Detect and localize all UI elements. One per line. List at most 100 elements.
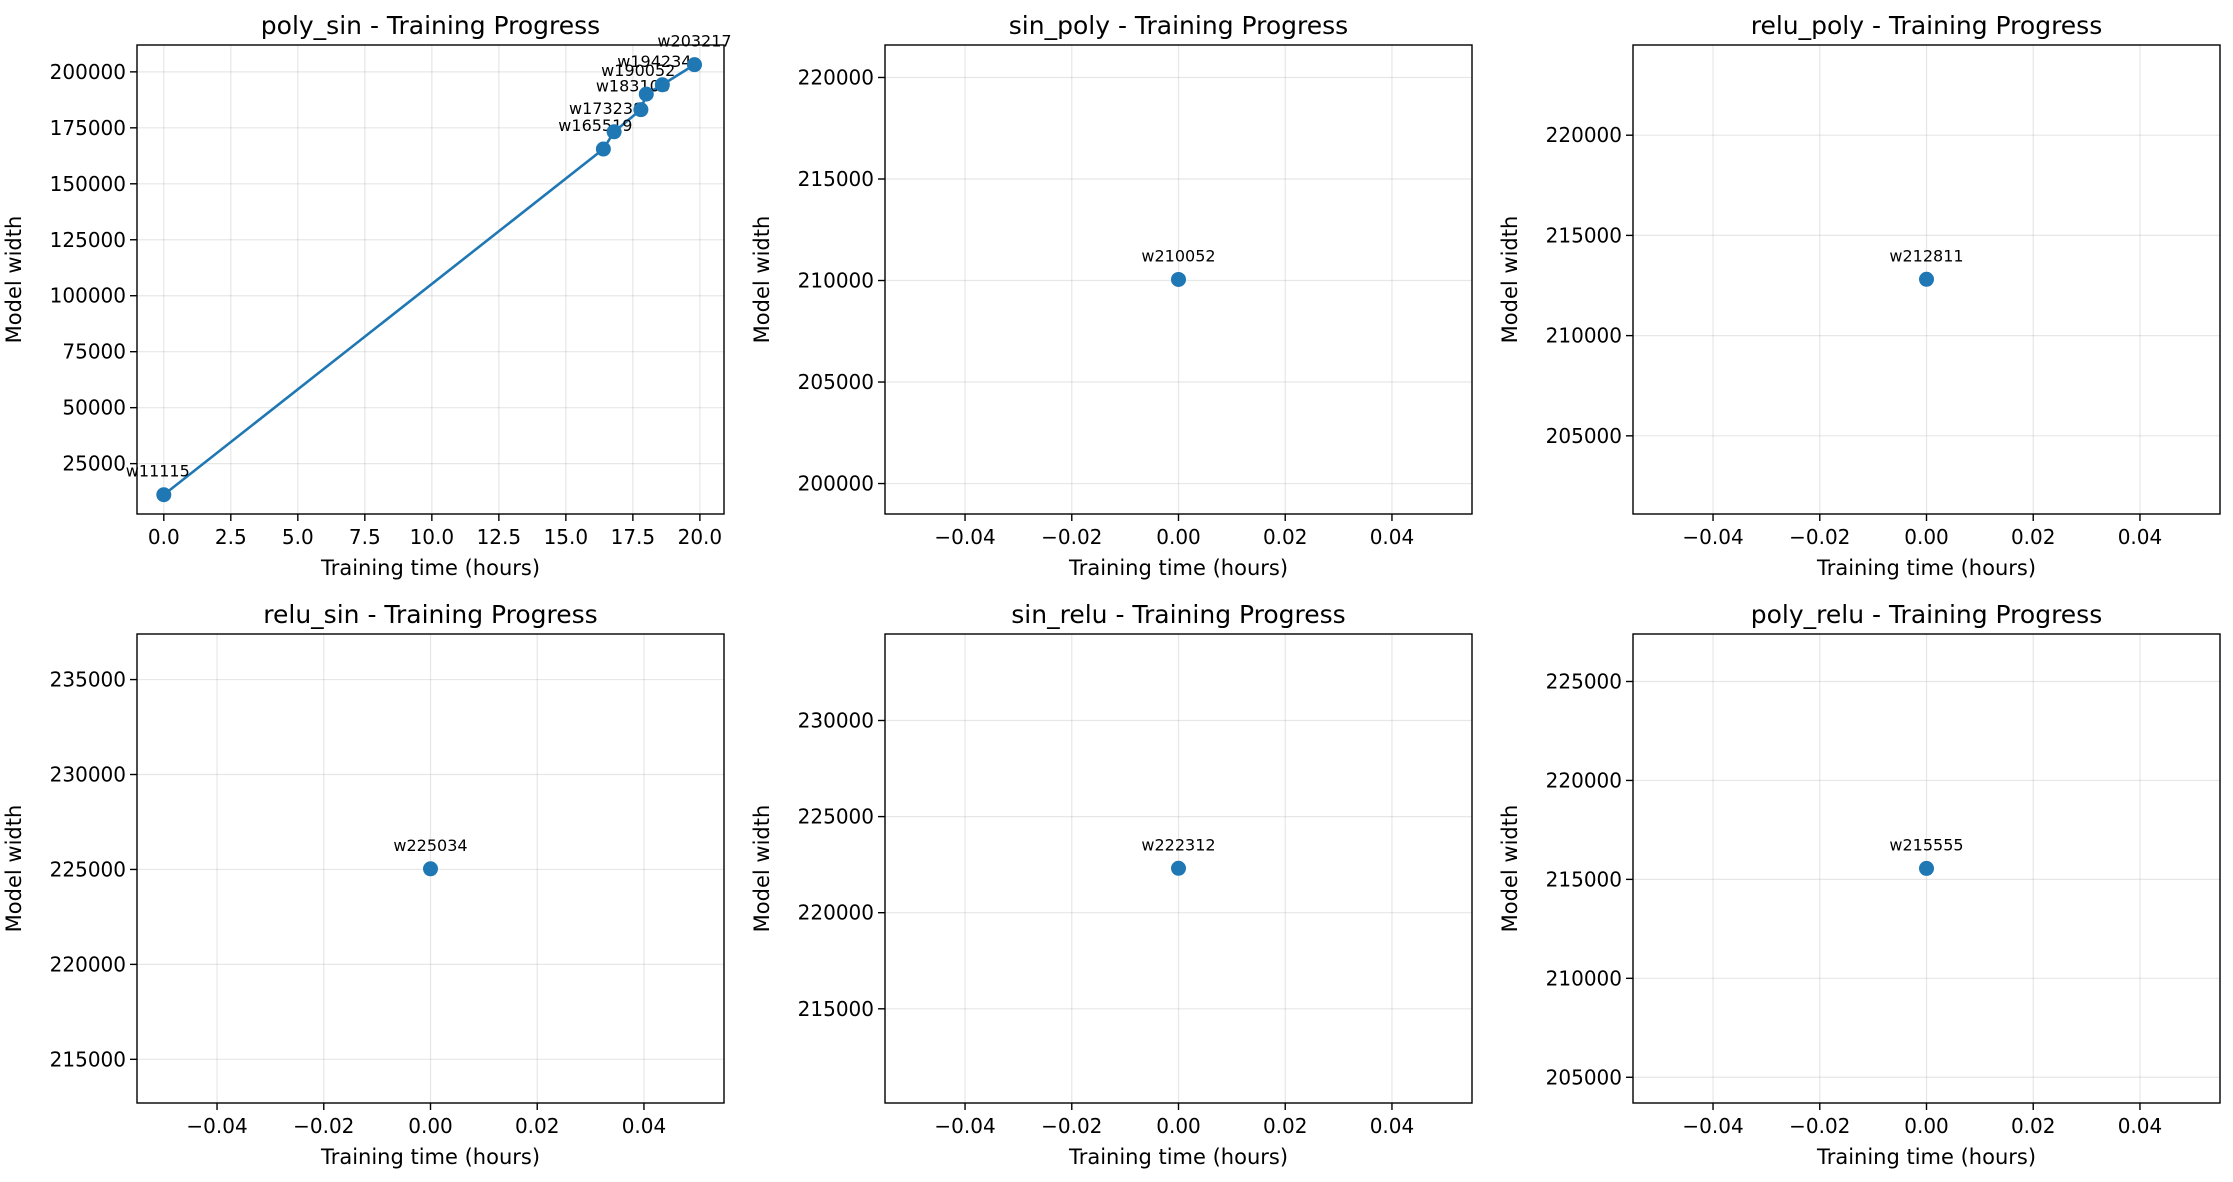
y-tick-label: 230000	[50, 763, 126, 787]
x-tick-label: 0.02	[1263, 525, 1308, 549]
data-point	[606, 124, 622, 140]
data-label: w210052	[1141, 246, 1215, 265]
x-tick-label: −0.02	[1789, 1114, 1850, 1138]
chart-panel-2: −0.04 −0.02 0.00 0.02 0.04 200000 205000 210000…	[750, 11, 1473, 580]
chart-title: relu_poly - Training Progress	[1751, 11, 2103, 40]
data-point	[687, 57, 703, 73]
x-tick-label: 2.5	[215, 525, 247, 549]
x-axis-label: Training time (hours)	[1068, 556, 1288, 580]
y-tick-label: 200000	[50, 60, 126, 84]
y-tick-label: 220000	[1546, 123, 1622, 147]
y-tick-label: 205000	[1546, 424, 1622, 448]
data-point	[1919, 860, 1934, 876]
x-tick-label: 0.04	[1370, 525, 1415, 549]
y-tick-label: 215000	[50, 1047, 126, 1071]
data-point	[1171, 860, 1186, 876]
x-tick-label: 17.5	[611, 525, 656, 549]
y-tick-label: 150000	[50, 172, 126, 196]
plot-frame	[136, 44, 725, 515]
y-axis-label: Model width	[1498, 216, 1522, 344]
x-tick-label: 5.0	[282, 525, 314, 549]
y-tick-label: 215000	[1546, 223, 1622, 247]
x-tick-label: −0.02	[293, 1114, 354, 1138]
data-label: w11115	[126, 462, 190, 481]
chart-title: relu_sin - Training Progress	[263, 600, 597, 629]
x-tick-label: 0.04	[1370, 1114, 1415, 1138]
plot-frame	[136, 633, 725, 1104]
data-label: w215555	[1889, 835, 1963, 854]
x-tick-label: 0.04	[2118, 1114, 2163, 1138]
y-axis-label: Model width	[2, 805, 26, 933]
data-point	[423, 861, 438, 877]
x-tick-label: 0.0	[148, 525, 180, 549]
chart-panel-3: −0.04 −0.02 0.00 0.02 0.04 205000 210000 215000…	[1498, 11, 2221, 580]
data-point	[633, 102, 649, 118]
data-point	[1919, 271, 1934, 287]
data-label: w212811	[1889, 246, 1963, 265]
y-tick-label: 125000	[50, 228, 126, 252]
y-tick-label: 215000	[1546, 867, 1622, 891]
data-label: w203217	[657, 32, 731, 51]
x-tick-label: 10.0	[410, 525, 455, 549]
x-tick-label: 20.0	[678, 525, 723, 549]
data-point	[595, 141, 611, 157]
y-tick-label: 205000	[1546, 1065, 1622, 1089]
x-tick-label: 0.00	[1904, 525, 1949, 549]
plot-frame	[1632, 44, 2221, 515]
x-tick-label: −0.04	[186, 1114, 247, 1138]
plot-frame	[1632, 633, 2221, 1104]
y-axis-label: Model width	[2, 216, 26, 344]
y-tick-label: 235000	[50, 668, 126, 692]
y-axis-label: Model width	[1498, 805, 1522, 933]
chart-title: poly_relu - Training Progress	[1751, 600, 2103, 629]
y-tick-label: 225000	[50, 857, 126, 881]
x-tick-label: −0.04	[1682, 525, 1743, 549]
y-tick-label: 210000	[798, 269, 874, 293]
x-tick-label: −0.04	[934, 1114, 995, 1138]
y-tick-label: 210000	[1546, 966, 1622, 990]
chart-panel-5: −0.04 −0.02 0.00 0.02 0.04 215000 220000 225000…	[750, 600, 1473, 1169]
plot-frame	[884, 633, 1473, 1104]
x-tick-label: −0.04	[1682, 1114, 1743, 1138]
y-tick-label: 220000	[50, 952, 126, 976]
x-tick-label: 7.5	[349, 525, 381, 549]
x-tick-label: 0.04	[2118, 525, 2163, 549]
y-tick-label: 225000	[798, 805, 874, 829]
data-point	[638, 86, 654, 102]
data-label: w173238	[569, 99, 643, 118]
chart-title: sin_poly - Training Progress	[1009, 11, 1348, 40]
x-tick-label: −0.02	[1789, 525, 1850, 549]
data-label: w194234	[617, 52, 691, 71]
plot-frame	[884, 44, 1473, 515]
x-axis-label: Training time (hours)	[320, 1145, 540, 1169]
x-tick-label: 12.5	[477, 525, 522, 549]
y-tick-label: 230000	[798, 708, 874, 732]
data-point	[156, 487, 172, 503]
chart-panel-4: −0.04 −0.02 0.00 0.02 0.04 215000 220000 225000…	[2, 600, 725, 1169]
x-tick-label: 0.00	[1156, 525, 1201, 549]
x-tick-label: 0.04	[622, 1114, 667, 1138]
y-tick-label: 50000	[62, 396, 126, 420]
chart-title: poly_sin - Training Progress	[261, 11, 600, 40]
x-tick-label: 0.02	[1263, 1114, 1308, 1138]
x-tick-label: 0.02	[515, 1114, 560, 1138]
y-axis-label: Model width	[750, 805, 774, 933]
x-tick-label: 0.00	[408, 1114, 453, 1138]
data-label: w225034	[393, 836, 467, 855]
y-tick-label: 220000	[1546, 768, 1622, 792]
y-tick-label: 225000	[1546, 669, 1622, 693]
y-tick-label: 215000	[798, 167, 874, 191]
y-tick-label: 205000	[798, 370, 874, 394]
x-tick-label: 0.00	[1156, 1114, 1201, 1138]
x-tick-label: 0.02	[2011, 525, 2056, 549]
y-tick-label: 75000	[62, 340, 126, 364]
y-tick-label: 25000	[62, 452, 126, 476]
x-tick-label: −0.02	[1041, 1114, 1102, 1138]
x-tick-label: 0.00	[1904, 1114, 1949, 1138]
x-tick-label: 0.02	[2011, 1114, 2056, 1138]
chart-panel-6: −0.04 −0.02 0.00 0.02 0.04 205000 210000 215000…	[1498, 600, 2221, 1169]
x-axis-label: Training time (hours)	[1068, 1145, 1288, 1169]
y-tick-label: 210000	[1546, 324, 1622, 348]
y-tick-label: 200000	[798, 472, 874, 496]
